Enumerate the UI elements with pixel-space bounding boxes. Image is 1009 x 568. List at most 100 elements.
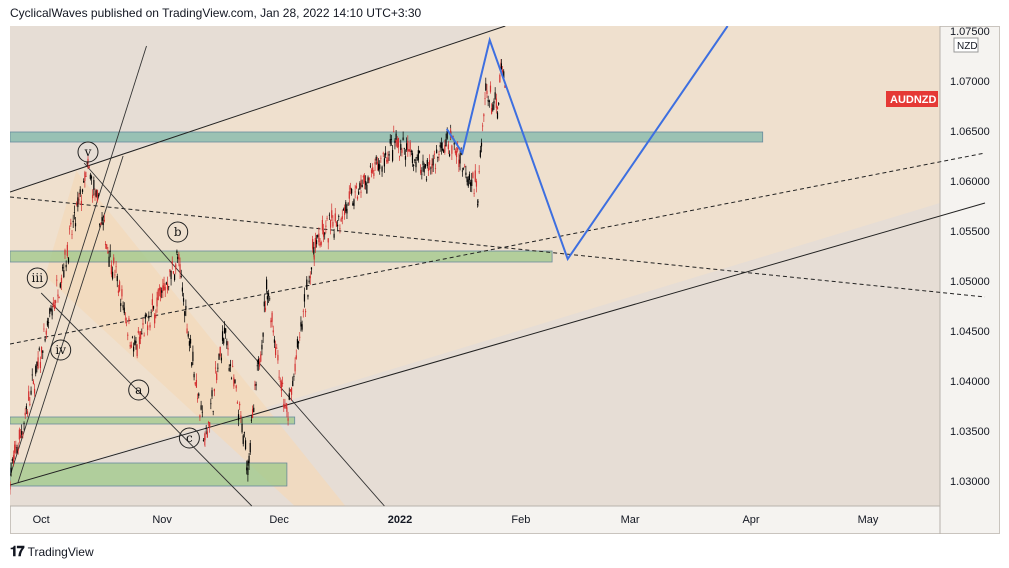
candle-body	[324, 232, 326, 235]
candle-body	[386, 160, 388, 162]
candle-body	[78, 199, 80, 201]
candle-body	[168, 286, 170, 288]
candle-body	[48, 322, 50, 324]
support-zone[interactable]	[10, 416, 296, 425]
trend-line[interactable]	[10, 202, 986, 486]
wave-guide-line[interactable]	[40, 292, 253, 507]
wave-guide-line[interactable]	[17, 155, 124, 484]
candle-body	[79, 189, 81, 195]
candle-body	[124, 318, 127, 320]
wave-label-circle[interactable]	[26, 267, 48, 289]
candle-body	[379, 164, 381, 169]
wave-label-circle[interactable]	[128, 379, 150, 401]
wave-guide-line[interactable]	[83, 162, 385, 507]
candle-body	[436, 149, 438, 154]
candle-body	[358, 191, 360, 195]
candle-body	[37, 357, 39, 369]
candle-body	[130, 344, 132, 348]
tradingview-logo-icon[interactable]: 𝟏𝟕	[10, 543, 25, 559]
candle-body	[240, 415, 242, 419]
candle-body	[38, 348, 40, 350]
wave-label-text[interactable]: iv	[55, 343, 66, 357]
candle-body	[184, 311, 186, 316]
candle-body	[458, 159, 460, 167]
candle-body	[254, 384, 256, 386]
candle-body	[205, 427, 207, 429]
candle-body	[495, 98, 497, 108]
candle-body	[187, 333, 189, 337]
candle-body	[395, 133, 397, 140]
candle-body	[148, 315, 150, 319]
wave-label-circle[interactable]	[77, 141, 99, 163]
candle-body	[209, 422, 211, 428]
wave-projection-path[interactable]	[445, 26, 729, 262]
dashed-trend-line[interactable]	[10, 152, 986, 345]
candle-body	[151, 299, 153, 306]
candle-body	[253, 407, 255, 413]
candle-body	[288, 393, 290, 400]
candle-body	[189, 338, 192, 344]
candle-body	[163, 283, 165, 290]
candle-body	[17, 449, 19, 451]
x-tick-label: Feb	[511, 514, 530, 526]
candle-body	[448, 153, 451, 157]
candle-body	[271, 312, 273, 322]
y-tick-label: 1.06500	[950, 126, 990, 138]
candle-body	[401, 149, 403, 153]
price-chart[interactable]: v iii iv b a c 1.07500 1.07000 1.06500 1.06000 1.0…	[10, 26, 1000, 534]
dashed-trend-line[interactable]	[10, 196, 986, 298]
wave-label-text[interactable]: v	[84, 145, 92, 159]
candle-body	[479, 150, 481, 157]
candle-body	[361, 185, 363, 188]
candle-body	[120, 303, 122, 306]
support-zone[interactable]	[10, 250, 553, 263]
wave-label-text[interactable]: c	[186, 431, 193, 445]
candle-body	[313, 247, 315, 255]
candle-body	[407, 140, 409, 152]
candle-body	[145, 314, 148, 316]
candle-body	[501, 70, 504, 73]
support-zone[interactable]	[10, 131, 764, 143]
symbol-badge-label: AUDNZD	[890, 94, 936, 106]
candle-body	[469, 182, 472, 186]
wave-label-circle[interactable]	[178, 427, 200, 449]
candle-body	[236, 402, 238, 404]
candle-body	[388, 154, 390, 156]
wave-label-text[interactable]: a	[135, 383, 142, 397]
wave-label-text[interactable]: iii	[32, 271, 44, 285]
wave-label-circle[interactable]	[50, 339, 72, 361]
candle-body	[42, 350, 44, 353]
wave-label-circle[interactable]	[167, 221, 189, 243]
candle-body	[177, 256, 179, 260]
candle-body	[225, 328, 227, 333]
candle-body	[111, 271, 114, 279]
candle-body	[57, 294, 59, 297]
wave-guide-line[interactable]	[10, 45, 147, 477]
trend-line[interactable]	[10, 26, 506, 193]
candle-body	[289, 389, 292, 392]
candle-body	[266, 296, 268, 300]
candle-body	[25, 406, 27, 410]
candle-body	[62, 267, 64, 269]
candle-body	[430, 167, 432, 169]
candle-body	[123, 307, 125, 314]
candle-body	[325, 225, 327, 227]
candle-body	[219, 346, 221, 357]
candle-body	[434, 168, 437, 169]
candle-body	[408, 149, 410, 152]
candle-body	[89, 174, 91, 179]
candle-body	[272, 330, 274, 333]
support-zone[interactable]	[10, 462, 288, 487]
candle-body	[50, 308, 52, 311]
candle-body	[39, 361, 42, 369]
wave-label-text[interactable]: b	[174, 225, 182, 239]
candle-body	[331, 210, 333, 218]
candle-body	[373, 172, 375, 176]
candle-body	[369, 165, 371, 167]
candle-body	[235, 385, 237, 389]
candle-body	[426, 159, 428, 167]
candle-body	[247, 461, 249, 466]
candle-body	[16, 447, 18, 454]
symbol-badge[interactable]	[886, 91, 938, 107]
candle-body	[471, 179, 473, 186]
